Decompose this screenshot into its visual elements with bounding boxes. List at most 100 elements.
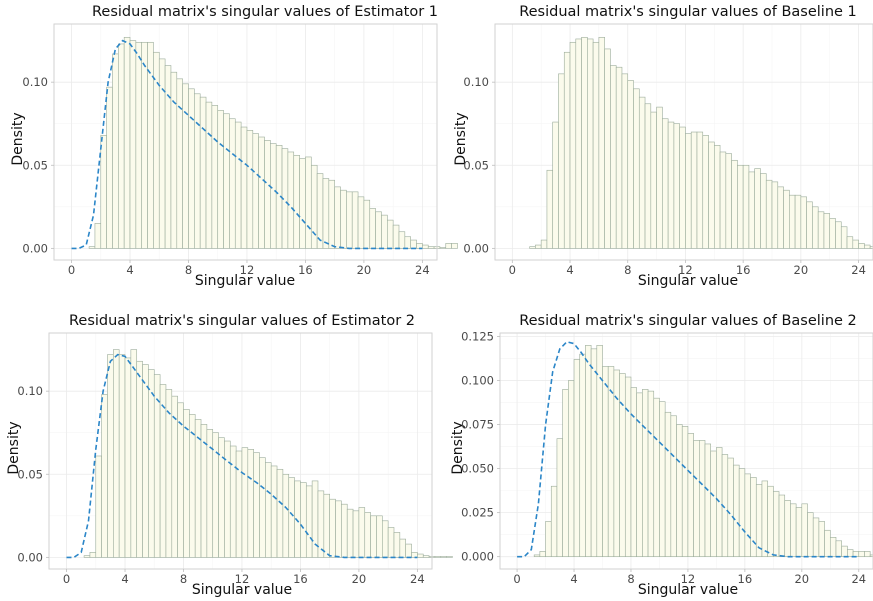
histogram-bar — [194, 93, 201, 249]
histogram-bar — [252, 133, 259, 249]
histogram-bar — [171, 395, 178, 558]
histogram-bar — [440, 556, 447, 558]
histogram-bar — [794, 194, 802, 249]
histogram-bar — [558, 73, 565, 249]
histogram-bar — [247, 449, 254, 558]
y-tick-label: 0.00 — [22, 241, 48, 255]
histogram-bar — [812, 206, 819, 249]
histogram-bar — [329, 498, 336, 558]
histogram-bar — [667, 121, 675, 249]
panel-baseline-1: Residual matrix's singular values of Bas… — [453, 4, 873, 289]
x-tick-label: 4 — [566, 263, 573, 277]
histogram-bar — [398, 231, 406, 249]
x-tick-label: 0 — [68, 263, 75, 277]
histogram-bars — [529, 36, 873, 249]
histogram-bar — [807, 512, 814, 557]
y-axis-title: Density — [10, 112, 26, 165]
histogram-bar — [765, 179, 773, 249]
y-tick-label: 0.10 — [22, 75, 48, 89]
x-tick-label: 8 — [627, 572, 634, 586]
histogram-bar — [535, 244, 542, 249]
histogram-bar — [647, 390, 655, 557]
histogram-bar — [276, 468, 284, 558]
x-tick-label: 16 — [293, 572, 308, 586]
chart-title: Residual matrix's singular values of Bas… — [519, 4, 857, 20]
histogram-bar — [748, 171, 755, 249]
histogram-bar — [205, 101, 213, 249]
x-tick-label: 24 — [851, 263, 866, 277]
x-axis: 0 4 8 12 16 20 24 — [509, 260, 866, 277]
histogram-bar — [545, 521, 552, 557]
x-tick-label: 24 — [415, 263, 430, 277]
histogram-bar — [376, 515, 383, 558]
histogram-bar — [136, 360, 143, 558]
histogram-bar — [129, 40, 137, 249]
x-tick-label: 16 — [736, 263, 751, 277]
histogram-bar — [783, 189, 790, 249]
histogram-bar — [638, 96, 646, 249]
histogram-bars — [88, 36, 458, 249]
histogram-bar — [95, 455, 102, 558]
histogram-bar — [357, 196, 365, 249]
histogram-bar — [352, 510, 360, 558]
x-axis: 0 4 8 12 16 20 24 — [513, 569, 866, 586]
histogram-bar — [744, 473, 751, 557]
histogram-bar — [113, 349, 120, 558]
panel-border — [499, 332, 873, 570]
y-axis-title: Density — [6, 421, 22, 474]
x-tick-label: 12 — [235, 572, 250, 586]
x-tick-label: 24 — [851, 572, 866, 586]
histogram-bar — [662, 118, 669, 249]
histogram-bar — [529, 246, 536, 249]
chart-title: Residual matrix's singular values of Est… — [92, 4, 438, 20]
histogram-bar — [170, 71, 178, 249]
histogram-bar — [835, 221, 842, 249]
histogram-bar — [310, 164, 318, 249]
histogram-bar — [598, 36, 605, 249]
histogram-bar — [369, 208, 376, 249]
histogram-bar — [159, 384, 167, 558]
histogram-bar — [188, 88, 195, 249]
histogram-bar — [624, 376, 632, 557]
histogram-bar — [696, 131, 704, 249]
histogram-bar — [693, 440, 700, 557]
chart-title: Residual matrix's singular values of Bas… — [519, 313, 857, 329]
histogram-bar — [546, 169, 554, 249]
x-axis: 0 4 8 12 16 20 24 — [68, 260, 430, 277]
histogram-bar — [607, 366, 615, 557]
histogram-bar — [552, 121, 559, 249]
histogram-bar — [664, 411, 672, 557]
y-axis: 0.000 0.025 0.050 0.075 0.100 0.125 — [461, 330, 500, 564]
histogram-bar — [562, 389, 569, 557]
histogram-bar — [812, 517, 820, 557]
y-axis: 0.00 0.05 0.10 — [22, 75, 54, 255]
histogram-bar — [653, 397, 660, 557]
histogram-bar — [399, 538, 406, 558]
histogram-bar — [795, 507, 803, 557]
histogram-bar — [610, 65, 617, 249]
histogram-bar — [636, 392, 643, 557]
histogram-bar — [685, 133, 692, 249]
histogram-bar — [370, 515, 377, 558]
histogram-bar — [364, 512, 371, 558]
histogram-bar — [88, 246, 96, 249]
histogram-bar — [392, 224, 400, 249]
histogram-bar — [240, 126, 248, 249]
x-tick-label: 20 — [794, 263, 809, 277]
histogram-bar — [328, 179, 335, 249]
histogram-bar — [322, 178, 330, 249]
histogram-bar — [177, 402, 184, 558]
histogram-bar — [148, 369, 155, 558]
histogram-bar — [719, 151, 727, 249]
histogram-bar — [340, 189, 347, 249]
histogram-bar — [829, 536, 837, 557]
histogram-bar — [556, 438, 563, 557]
histogram-bar — [563, 51, 571, 249]
histogram-bar — [386, 219, 394, 249]
histogram-bar — [101, 394, 108, 558]
x-tick-label: 20 — [357, 263, 372, 277]
histogram-bar — [864, 551, 871, 557]
x-tick-label: 4 — [570, 572, 577, 586]
histogram-bar — [89, 552, 97, 558]
histogram-bar — [422, 244, 429, 249]
